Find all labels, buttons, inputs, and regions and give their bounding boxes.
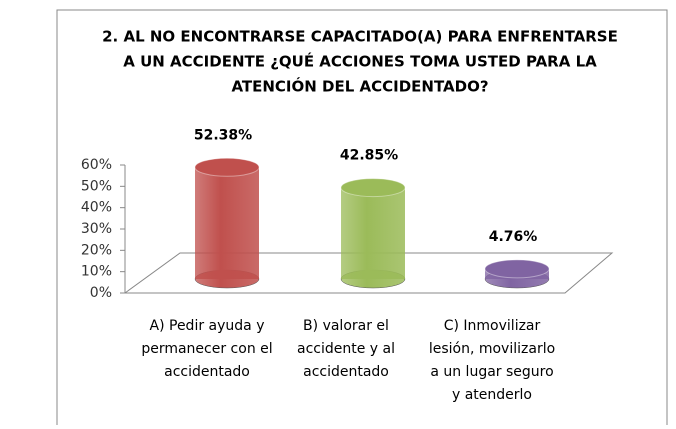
y-tick-label: 10% — [81, 264, 112, 280]
chart-title: 2. AL NO ENCONTRARSE CAPACITADO(A) PARA … — [102, 28, 618, 46]
value-label: 4.76% — [489, 229, 538, 245]
x-tick-label: B) valorar el — [303, 318, 389, 334]
x-tick-label: a un lugar seguro — [430, 364, 553, 380]
x-tick-label: accidente y al — [297, 341, 395, 357]
y-tick-label: 60% — [81, 157, 112, 173]
bar — [484, 259, 550, 289]
bar-body — [341, 187, 405, 279]
y-tick-label: 30% — [81, 221, 112, 237]
bar — [194, 157, 260, 289]
x-tick-label: permanecer con el — [141, 341, 272, 357]
x-tick-label: A) Pedir ayuda y — [150, 318, 265, 334]
bar-body — [195, 167, 259, 279]
x-tick-label: lesión, movilizarlo — [429, 341, 555, 357]
bar-top — [340, 178, 406, 198]
chart-title: A UN ACCIDENTE ¿QUÉ ACCIONES TOMA USTED … — [123, 52, 597, 71]
y-tick-label: 20% — [81, 242, 112, 258]
x-tick-label: y atenderlo — [452, 387, 532, 403]
y-tick-label: 0% — [90, 285, 112, 301]
x-tick-label: C) Inmovilizar — [444, 318, 541, 334]
bar-top — [194, 157, 260, 177]
value-label: 52.38% — [194, 127, 252, 143]
y-tick-label: 50% — [81, 178, 112, 194]
bar-top — [484, 259, 550, 279]
chart-title: ATENCIÓN DEL ACCIDENTADO? — [231, 77, 488, 96]
x-tick-label: accidentado — [164, 364, 250, 380]
x-tick-label: accidentado — [303, 364, 389, 380]
y-tick-label: 40% — [81, 200, 112, 216]
value-label: 42.85% — [340, 148, 398, 164]
bar — [340, 178, 406, 289]
